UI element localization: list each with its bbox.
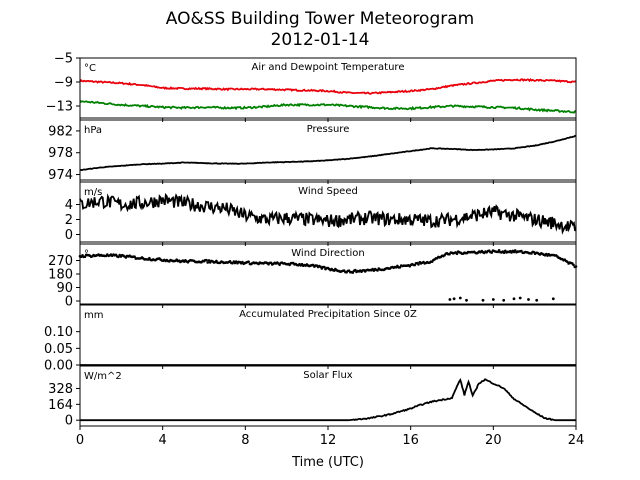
x-tick-label: 16	[402, 433, 419, 448]
y-tick-label: 0	[65, 414, 73, 429]
wind-direction-point	[518, 296, 522, 300]
y-tick-label: −5	[54, 52, 73, 67]
wind-direction-point	[490, 251, 494, 254]
wind-direction-point	[323, 265, 326, 269]
y-tick-label: 0	[65, 295, 73, 310]
panel-2: 420 m/s Wind Speed	[65, 181, 577, 246]
series-line-1-0	[79, 134, 577, 172]
wind-direction-point	[497, 249, 501, 252]
panel-unit-label: W/m^2	[84, 371, 122, 382]
wind-direction-point	[502, 298, 506, 302]
panel-0: −5 −9 −13 °C Air and Dewpoint Temperature	[46, 52, 577, 122]
series-line-5-0	[80, 378, 576, 422]
wind-direction-point	[417, 263, 420, 266]
wind-direction-point	[551, 297, 555, 301]
y-tick-label: 90	[56, 281, 73, 296]
series-line-0-0	[79, 78, 577, 95]
wind-direction-point	[513, 249, 517, 252]
wind-direction-point	[520, 249, 523, 253]
wind-direction-point	[458, 296, 462, 300]
y-tick-label: 982	[48, 124, 73, 139]
wind-direction-point	[83, 255, 87, 258]
x-tick-label: 8	[241, 433, 249, 448]
wind-direction-point	[572, 263, 575, 267]
wind-direction-point	[512, 297, 516, 301]
wind-direction-point	[133, 255, 136, 258]
wind-direction-point	[481, 298, 485, 302]
panel-4: 0.10 0.05 0.00 mm Accumulated Precipitation …	[44, 304, 577, 374]
x-axis-label: Time (UTC)	[291, 455, 364, 470]
x-tick-label: 0	[76, 433, 84, 448]
panel-title: Accumulated Precipitation Since 0Z	[239, 309, 417, 320]
y-tick-label: 0.05	[44, 342, 73, 357]
x-tick-label: 12	[320, 433, 337, 448]
chart-title: AO&SS Building Tower Meteorogram	[166, 9, 474, 29]
panel-title: Air and Dewpoint Temperature	[252, 62, 405, 73]
x-tick-label: 20	[485, 433, 502, 448]
y-tick-label: 328	[48, 382, 73, 397]
wind-direction-point	[117, 255, 120, 259]
panel-unit-label: hPa	[84, 125, 102, 136]
y-tick-label: 0	[65, 228, 73, 243]
y-tick-label: 270	[48, 254, 73, 269]
wind-direction-point	[527, 298, 530, 301]
panel-unit-label: °	[84, 249, 89, 260]
chart-subtitle: 2012-01-14	[271, 30, 370, 50]
wind-direction-point	[278, 263, 281, 267]
panel-unit-label: °C	[84, 63, 96, 74]
panel-title: Pressure	[307, 124, 350, 135]
x-tick-label: 4	[159, 433, 167, 448]
wind-direction-point	[448, 298, 452, 301]
y-tick-label: 978	[48, 146, 73, 161]
y-tick-label: −13	[46, 100, 73, 115]
wind-direction-point	[205, 258, 208, 262]
series-line-2-0	[79, 192, 577, 235]
y-tick-label: 180	[48, 268, 73, 283]
wind-direction-point	[206, 261, 209, 264]
wind-direction-point	[148, 256, 151, 260]
panel-title: Wind Direction	[291, 248, 365, 259]
wind-direction-point	[465, 298, 468, 302]
wind-direction-point	[247, 260, 250, 264]
wind-direction-point	[491, 298, 495, 301]
wind-direction-point	[502, 251, 506, 254]
wind-direction-point	[566, 260, 569, 264]
y-tick-label: 2	[65, 213, 73, 228]
wind-direction-point	[535, 298, 539, 302]
wind-direction-point	[398, 266, 402, 269]
y-tick-label: 0.00	[44, 359, 73, 374]
y-tick-label: −9	[54, 76, 73, 91]
panel-title: Solar Flux	[303, 370, 353, 381]
wind-direction-point	[207, 259, 211, 262]
panel-unit-label: m/s	[84, 187, 102, 198]
y-tick-label: 164	[48, 398, 73, 413]
panel-unit-label: mm	[84, 310, 103, 321]
wind-direction-point	[455, 252, 459, 256]
y-tick-label: 974	[48, 168, 73, 183]
y-tick-label: 4	[65, 198, 73, 213]
y-tick-label: 0.10	[44, 325, 73, 340]
series-line-0-1	[79, 100, 577, 114]
panel-1: 982 978 974 hPa Pressure	[48, 119, 577, 184]
x-tick-label: 24	[568, 433, 585, 448]
wind-direction-point	[452, 297, 456, 301]
panel-title: Wind Speed	[298, 186, 358, 197]
